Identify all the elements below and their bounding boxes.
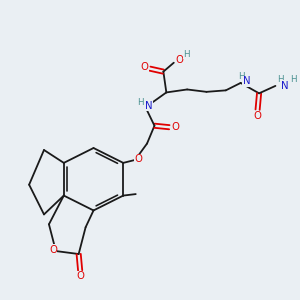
Text: O: O [171, 122, 179, 132]
Text: O: O [135, 154, 143, 164]
Text: H: H [137, 98, 143, 107]
Text: H: H [278, 76, 284, 85]
Text: H: H [183, 50, 190, 59]
Text: N: N [145, 101, 152, 111]
Text: O: O [140, 62, 148, 72]
Text: H: H [290, 76, 297, 85]
Text: N: N [281, 81, 289, 91]
Text: N: N [243, 76, 250, 86]
Text: H: H [238, 72, 244, 81]
Text: O: O [175, 55, 183, 65]
Text: O: O [76, 271, 84, 281]
Text: O: O [254, 111, 262, 121]
Text: O: O [49, 244, 57, 255]
